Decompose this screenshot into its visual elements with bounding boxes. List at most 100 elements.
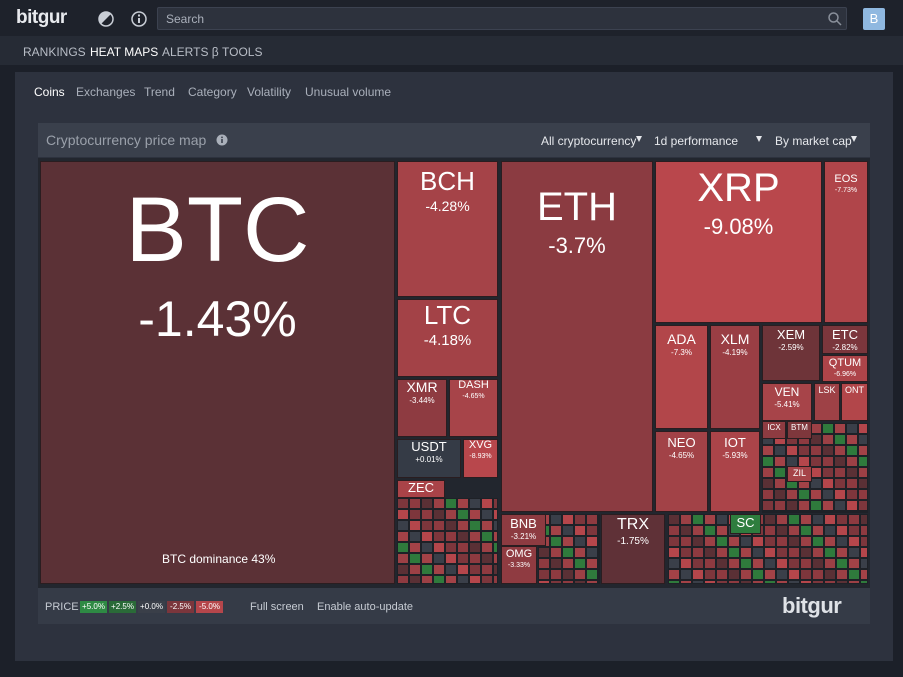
coin-change: -4.18%: [423, 332, 472, 349]
small-tile: [834, 467, 846, 478]
small-tile: [764, 514, 776, 525]
coin-tile[interactable]: XEM -2.59%: [762, 325, 820, 381]
coin-tile[interactable]: ADA -7.3%: [655, 325, 708, 429]
coin-tile[interactable]: ETH -3.7%: [501, 161, 653, 512]
coin-tile[interactable]: OMG -3.33%: [501, 546, 537, 584]
footer-link[interactable]: Enable auto-update: [317, 601, 414, 613]
tab[interactable]: Trend: [144, 85, 175, 99]
small-tile: [822, 467, 834, 478]
small-tile: [668, 580, 680, 584]
coin-tile[interactable]: USDT +0.01%: [397, 439, 461, 478]
tab[interactable]: Volatility: [247, 85, 292, 99]
nav-item[interactable]: ALERTS β: [162, 45, 219, 59]
small-tile: [481, 564, 493, 575]
coin-tile[interactable]: EOS -7.73%: [824, 161, 868, 323]
small-tile: [598, 536, 600, 547]
small-tile: [762, 467, 774, 478]
small-tile: [812, 547, 824, 558]
coin-tile[interactable]: VEN -5.41%: [762, 383, 812, 421]
coin-symbol: USDT: [411, 439, 447, 454]
coin-tile[interactable]: ONT: [841, 383, 868, 421]
nav-item[interactable]: RANKINGS: [23, 45, 86, 59]
small-tile: [786, 445, 798, 456]
small-tile: [716, 569, 728, 580]
small-tile: [800, 569, 812, 580]
small-tile: [788, 580, 800, 584]
coin-tile[interactable]: DASH -4.65%: [449, 379, 498, 437]
small-tile: [810, 511, 822, 513]
small-tile: [822, 434, 834, 445]
small-tile: [846, 511, 858, 513]
coin-symbol: XVG: [468, 439, 493, 451]
coin-symbol: VEN: [774, 385, 800, 399]
nav-item[interactable]: TOOLS: [222, 45, 263, 59]
small-tile: [421, 564, 433, 575]
coin-tile[interactable]: TRX -1.75%: [601, 514, 665, 584]
coin-tile[interactable]: BCH -4.28%: [397, 161, 498, 297]
footer-link[interactable]: Full screen: [250, 601, 304, 613]
coin-change: -4.65%: [462, 393, 485, 400]
small-tile: [692, 525, 704, 536]
dropdown-arrow: [756, 136, 762, 142]
logo[interactable]: bitgur: [16, 7, 67, 28]
coin-tile[interactable]: BTC -1.43%: [40, 161, 395, 584]
coin-tile[interactable]: XVG -8.93%: [463, 439, 498, 478]
user-avatar[interactable]: B: [863, 8, 885, 30]
coin-tile[interactable]: LSK: [814, 383, 840, 421]
small-tile: [848, 514, 860, 525]
coin-tile[interactable]: IOT -5.93%: [710, 431, 760, 512]
small-tile: [822, 423, 834, 434]
coin-tile[interactable]: ETC -2.82%: [822, 325, 868, 354]
small-tile: [598, 558, 600, 569]
small-tile: [812, 558, 824, 569]
small-tile: [409, 509, 421, 520]
small-tile: [774, 500, 786, 511]
coin-symbol: XRP: [697, 166, 780, 210]
tab[interactable]: Exchanges: [76, 85, 136, 99]
small-tile: [469, 553, 481, 564]
small-tile: [574, 514, 586, 525]
small-tile: [764, 536, 776, 547]
small-tile: [598, 580, 600, 584]
coin-tile[interactable]: LTC -4.18%: [397, 299, 498, 377]
coin-tile[interactable]: BTM: [787, 421, 812, 439]
legend-step: -2.5%: [167, 601, 194, 613]
small-tile: [834, 489, 846, 500]
small-tile: [493, 520, 498, 531]
coin-symbol: ETH: [537, 185, 617, 229]
small-tile: [764, 569, 776, 580]
small-tile: [846, 478, 858, 489]
filter-dropdown[interactable]: All cryptocurrency: [541, 134, 637, 148]
legend-step: +2.5%: [109, 601, 136, 613]
small-tile: [668, 569, 680, 580]
coin-tile[interactable]: XLM -4.19%: [710, 325, 760, 429]
tab[interactable]: Category: [188, 85, 237, 99]
coin-tile[interactable]: SC: [730, 514, 761, 534]
small-tile: [836, 580, 848, 584]
small-tile: [433, 553, 445, 564]
coin-tile[interactable]: QTUM -6.96%: [822, 355, 868, 382]
small-tile: [397, 509, 409, 520]
tab[interactable]: Coins: [34, 85, 65, 99]
coin-change: -3.21%: [510, 532, 537, 541]
filter-dropdown[interactable]: By market cap: [775, 134, 852, 148]
coin-tile[interactable]: XMR -3.44%: [397, 379, 447, 437]
small-tile: [798, 489, 810, 500]
coin-tile[interactable]: BNB -3.21%: [501, 514, 546, 546]
small-tile: [764, 580, 776, 584]
coin-tile[interactable]: ICX: [762, 421, 786, 439]
coin-tile[interactable]: ZEC: [397, 480, 445, 498]
small-tile: [574, 558, 586, 569]
nav-item[interactable]: HEAT MAPS: [90, 45, 159, 59]
search-input[interactable]: Search: [157, 7, 847, 30]
filter-dropdown[interactable]: 1d performance: [654, 134, 739, 148]
small-tile: [762, 456, 774, 467]
coin-tile[interactable]: ZIL: [787, 466, 812, 482]
small-tile: [836, 547, 848, 558]
coin-symbol: NEO: [667, 435, 696, 450]
tab[interactable]: Unusual volume: [305, 85, 392, 99]
small-tile: [812, 536, 824, 547]
coin-tile[interactable]: XRP -9.08%: [655, 161, 822, 323]
coin-tile[interactable]: NEO -4.65%: [655, 431, 708, 512]
small-tile: [469, 520, 481, 531]
